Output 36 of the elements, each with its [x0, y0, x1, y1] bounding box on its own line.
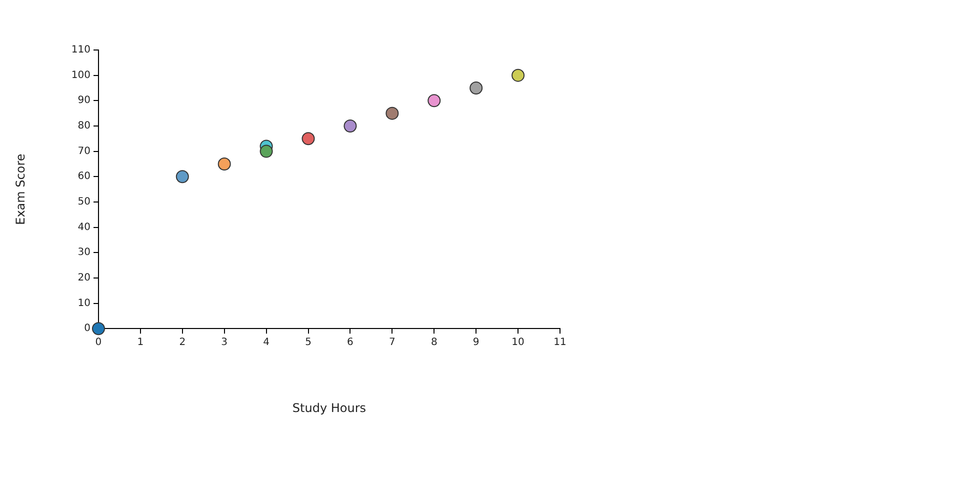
y-tick-label: 110: [71, 44, 90, 56]
y-tick-label: 30: [78, 247, 90, 258]
x-axis-title: Study Hours: [292, 400, 366, 415]
y-tick-label: 40: [78, 222, 90, 233]
point: [218, 157, 231, 170]
x-tick-label: 5: [305, 337, 312, 348]
point: [92, 322, 105, 336]
point: [512, 68, 525, 82]
x-tick-label: 8: [430, 337, 438, 348]
y-tick-label: 10: [78, 298, 90, 309]
point: [176, 170, 189, 184]
point: [344, 119, 357, 132]
x-tick-label: 7: [388, 337, 396, 348]
y-tick-label: 60: [78, 171, 90, 182]
x-tick-label: 3: [221, 337, 228, 348]
point: [302, 132, 315, 146]
y-tick-label: 0: [84, 323, 90, 334]
y-axis-title: Exam Score: [13, 154, 28, 225]
x-tick-label: 2: [179, 337, 186, 348]
y-tick-label: 90: [78, 95, 90, 106]
point: [428, 94, 441, 108]
point: [470, 81, 483, 94]
y-tick-label: 100: [71, 70, 90, 81]
y-tick-label: 80: [78, 120, 90, 132]
y-tick-label: 20: [78, 272, 90, 284]
x-tick-label: 10: [512, 337, 524, 348]
x-tick-label: 1: [137, 337, 144, 348]
x-tick-label: 0: [95, 337, 102, 348]
point: [386, 106, 399, 120]
x-tick-label: 11: [554, 337, 566, 348]
x-tick-label: 6: [347, 337, 354, 348]
y-tick-label: 70: [78, 146, 90, 157]
point: [260, 144, 273, 158]
x-tick-label: 4: [263, 337, 270, 348]
y-tick-label: 50: [78, 196, 90, 208]
x-tick-label: 9: [472, 337, 480, 348]
